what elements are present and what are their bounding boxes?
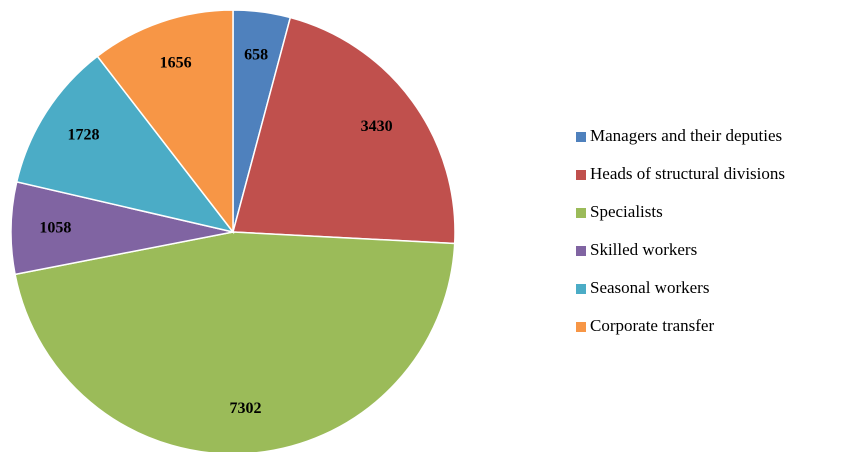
legend-swatch — [576, 208, 586, 218]
value-label: 658 — [244, 47, 268, 64]
legend-label: Managers and their deputies — [590, 126, 782, 145]
pie-slice — [14, 231, 456, 452]
legend-label: Specialists — [590, 202, 663, 221]
value-label: 7302 — [229, 400, 261, 417]
value-label: 3430 — [361, 118, 393, 135]
pie-slice — [15, 55, 235, 234]
legend-swatch — [576, 284, 586, 294]
legend-label: Heads of structural divisions — [590, 164, 785, 183]
legend-swatch — [576, 322, 586, 332]
value-label: 1058 — [39, 220, 71, 237]
legend-label: Skilled workers — [590, 240, 697, 259]
pie-slice — [96, 9, 234, 235]
legend-swatch — [576, 246, 586, 256]
legend-swatch — [576, 170, 586, 180]
value-label: 1728 — [68, 127, 100, 144]
pie-slice — [232, 16, 456, 245]
legend-label: Corporate transfer — [590, 316, 714, 335]
legend-label: Seasonal workers — [590, 278, 709, 297]
legend-swatch — [576, 132, 586, 142]
value-label: 1656 — [160, 55, 192, 72]
